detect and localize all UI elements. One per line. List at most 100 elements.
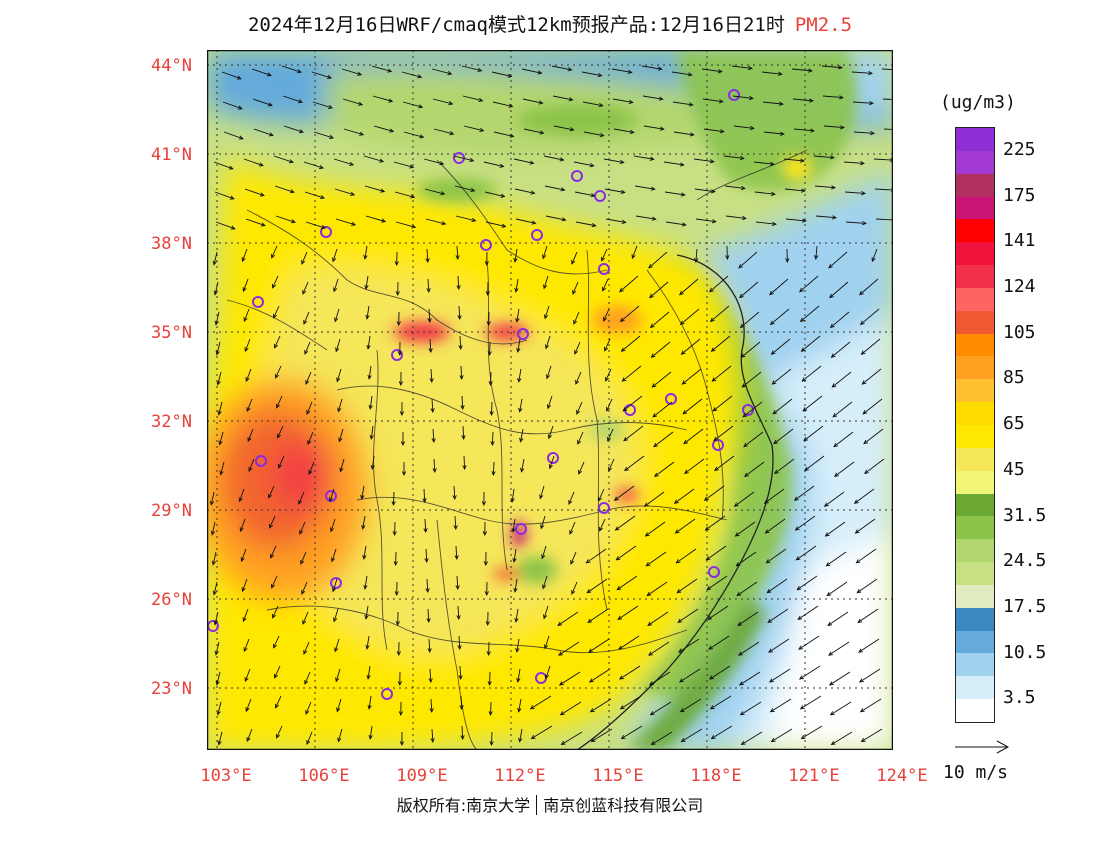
wind-arrow [332,578,338,592]
wind-arrow-head [272,283,276,289]
wind-arrow-head [387,68,393,73]
wind-arrow-head [288,159,294,164]
wind-arrow-head [679,708,685,713]
wind-arrow [514,188,535,194]
wind-arrow-head [393,561,398,567]
wind-arrow [559,671,581,686]
wind-arrow-head [574,349,579,355]
wind-arrow [516,638,520,652]
wind-arrow [641,65,662,70]
wind-arrow-head [479,127,485,132]
wind-arrow-head [828,651,833,656]
wind-arrow-head [299,529,304,535]
wind-arrow-head [258,162,264,167]
wind-arrow [243,158,264,166]
wind-arrow-head [298,129,304,134]
wind-arrow [214,611,219,625]
wind-arrow-head [277,433,281,439]
legend-swatch [956,470,994,495]
wind-arrow-head [512,557,517,563]
wind-arrow [305,371,312,385]
wind-arrow [301,581,308,595]
wind-arrow [427,278,430,293]
legend-label: 31.5 [1003,504,1047,526]
wind-arrow [796,575,818,590]
wind-arrow-head [275,373,279,379]
wind-arrow-head [469,157,475,163]
wind-arrow-head [367,374,372,380]
wind-arrow-head [832,413,838,418]
wind-arrow [765,518,786,534]
wind-arrow [603,158,624,163]
wind-arrow [218,401,223,415]
legend-swatch [956,402,994,426]
wind-arrow [826,551,847,567]
wind-arrow [211,521,216,535]
wind-arrow [574,341,581,355]
wind-arrow-head [808,68,813,73]
wind-arrow-head [368,734,373,740]
wind-arrow [433,458,436,473]
wind-arrow-head [652,413,658,418]
wind-arrow [802,395,823,412]
wind-arrow [431,728,434,743]
wind-arrow [883,128,893,130]
wind-arrow [694,188,715,193]
wind-arrow-head [830,353,836,358]
wind-arrow-head [339,467,344,473]
wind-arrow [340,458,345,472]
wind-arrow [240,518,246,532]
wind-arrow-head [680,350,686,355]
wind-arrow [269,515,276,529]
wind-arrow-head [828,293,834,299]
wind-arrow-head [548,464,553,470]
wind-arrow [514,248,518,262]
wind-arrow-head [738,651,743,656]
wind-arrow [771,338,791,355]
wind-arrow [642,95,663,100]
wind-arrow-head [321,224,327,230]
wind-arrow [794,485,815,501]
wind-arrow-head [337,737,342,743]
wind-arrow-head [705,556,711,561]
wind-arrow-head [516,347,521,353]
wind-arrow-head [621,219,627,225]
wind-arrow-head [544,344,550,350]
wind-arrow [431,68,452,75]
wind-arrow-head [230,225,236,230]
wind-arrow-head [765,559,771,564]
wind-arrow-head [364,284,369,290]
wind-arrow [711,725,733,739]
wind-arrow-head [864,469,869,475]
wind-arrow-head [627,69,633,74]
wind-arrow [303,161,324,169]
wind-arrow [734,491,755,507]
wind-arrow-head [648,681,654,686]
wind-arrow [845,221,866,224]
lat-label: 35°N [151,323,192,343]
wind-arrow [548,425,554,439]
wind-arrow-head [717,69,723,74]
wind-arrow [242,278,249,292]
wind-arrow [873,158,893,161]
wind-arrow [606,398,613,412]
wind-arrow [801,335,821,352]
wind-arrow [768,638,790,653]
wind-arrow [395,221,416,228]
wind-arrow-head [861,380,867,385]
wind-arrow-head [409,164,415,169]
legend-swatch [956,128,994,152]
wind-arrow [854,488,875,504]
wind-arrow-head [738,263,743,269]
wind-arrow-head [648,651,653,656]
wind-arrow-head [541,554,546,560]
wind-arrow-head [572,289,577,295]
wind-arrow-head [334,647,339,653]
wind-arrow-head [453,525,458,531]
wind-arrow [364,185,385,192]
wind-arrow [649,671,671,686]
legend-label: 17.5 [1003,595,1047,617]
wind-arrow-head [681,222,687,227]
wind-arrow [616,545,637,561]
wind-arrow-head [645,562,651,567]
